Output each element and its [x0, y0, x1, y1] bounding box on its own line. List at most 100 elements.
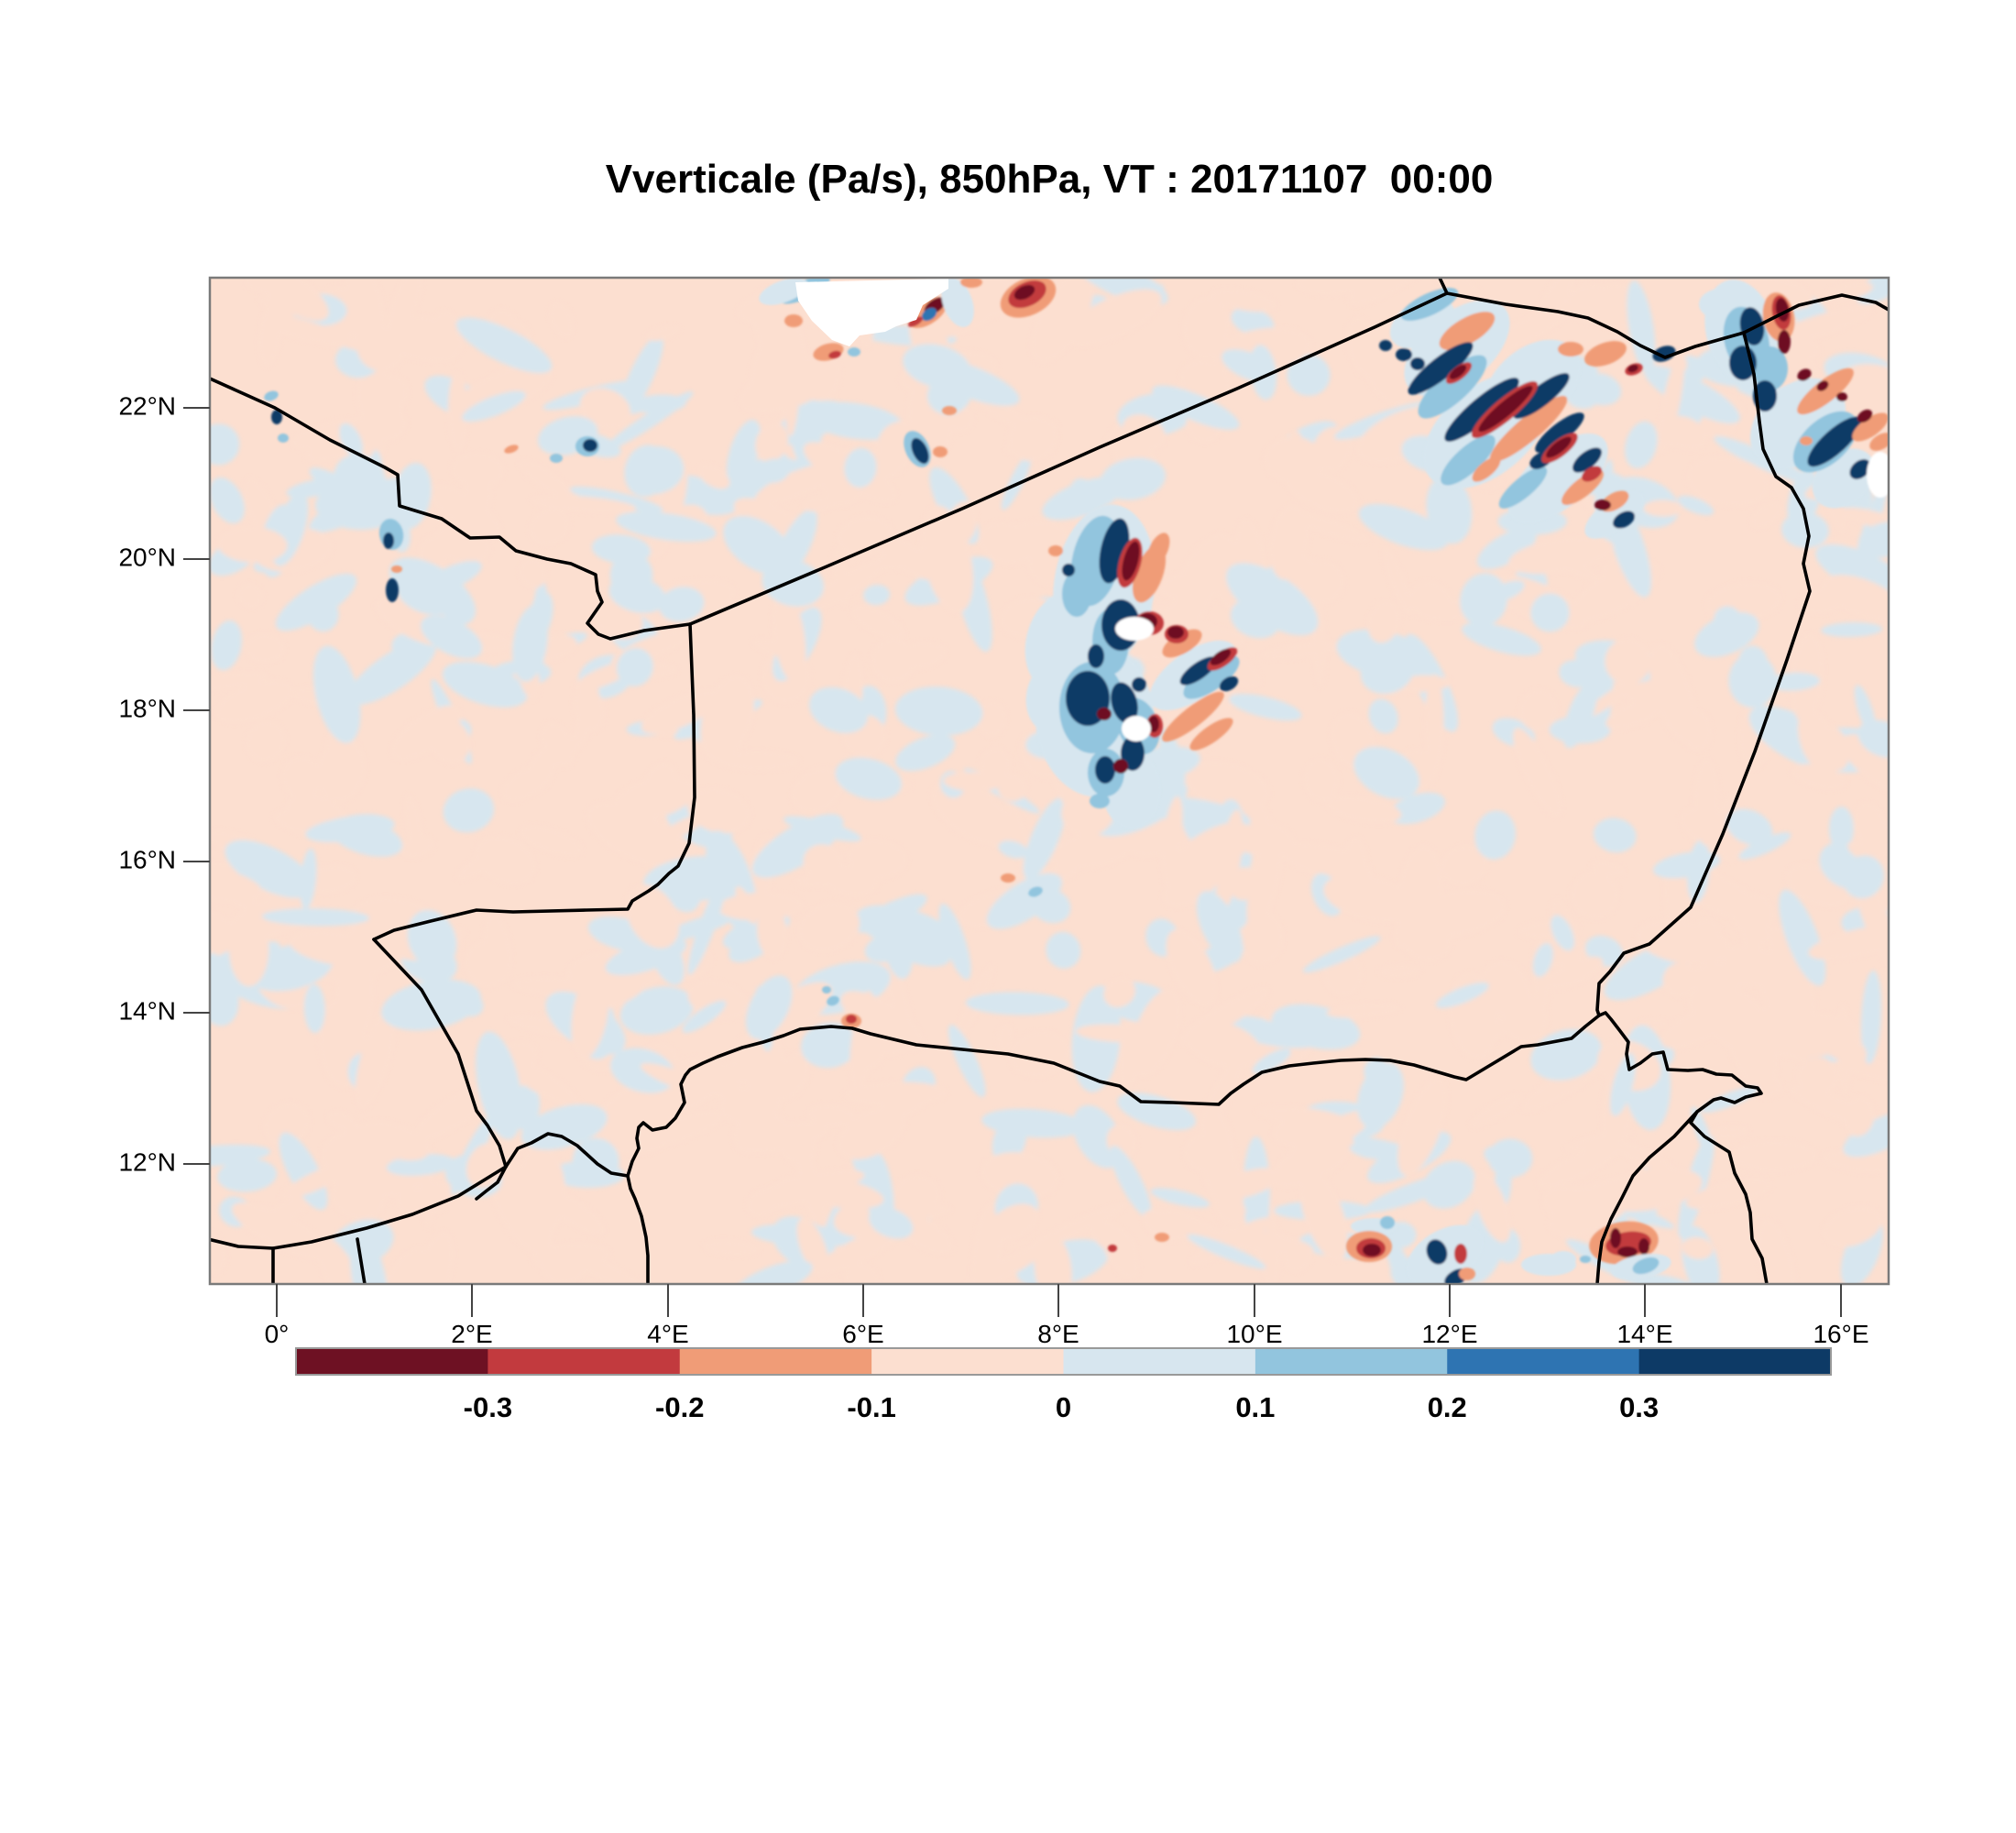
- mottle-blob: [1161, 796, 1183, 879]
- mottle-blob: [530, 495, 636, 513]
- mottle-blob: [619, 986, 694, 1035]
- mottle-blob: [1860, 970, 1882, 1064]
- mottle-blob: [1625, 421, 1658, 469]
- feature-deep: [1219, 675, 1239, 692]
- mottle-blob: [641, 1063, 717, 1097]
- mottle-blob: [1842, 855, 1884, 899]
- mottle-blob: [1049, 830, 1136, 870]
- feature-salmon: [942, 406, 957, 415]
- lat-tick-label: 14°N: [118, 996, 176, 1025]
- mottle-blob: [1605, 638, 1651, 685]
- mottle-blob: [359, 1120, 430, 1161]
- mottle-blob: [465, 940, 509, 988]
- mottle-blob: [1797, 708, 1837, 774]
- mottle-blob: [455, 840, 519, 881]
- colorbar-tick-label: 0.3: [1619, 1391, 1659, 1423]
- mottle-blob: [236, 583, 264, 609]
- mottle-blob: [1226, 563, 1319, 636]
- mottle-blob: [1426, 475, 1473, 544]
- mottle-blob: [1200, 1056, 1244, 1133]
- mottle-blob: [1857, 521, 1889, 558]
- colorbar: -0.3 -0.2 -0.1 0 0.1 0.2 0.3: [295, 1347, 1832, 1423]
- mottle-blob: [732, 1118, 780, 1153]
- mottle-blob: [512, 605, 548, 682]
- mottle-blob: [1187, 1234, 1266, 1269]
- feature-deep: [1095, 756, 1115, 784]
- feature-salmon: [1459, 1268, 1475, 1280]
- feature-salmon: [1852, 412, 1889, 442]
- country-border-line: [210, 377, 692, 641]
- mottle-blob: [641, 689, 720, 734]
- mottle-blob: [1477, 528, 1537, 569]
- feature-deep: [583, 439, 597, 452]
- figure-title: Vverticale (Pa/s), 850hPa, VT : 20171107…: [606, 157, 1494, 202]
- mottle-blob: [608, 576, 666, 614]
- feature-deep: [1111, 682, 1138, 724]
- mottle-blob: [312, 645, 361, 743]
- mottle-blob: [702, 1239, 760, 1257]
- feature-mblue: [1380, 1216, 1395, 1229]
- feature-maroon: [1778, 330, 1791, 354]
- mottle-blob: [217, 526, 288, 564]
- colorbar-segment: [871, 1348, 1064, 1375]
- country-border-line: [372, 622, 696, 941]
- mottle-blob: [413, 1231, 455, 1284]
- mottle-blob: [1285, 469, 1359, 513]
- mottle-blob: [791, 767, 843, 813]
- mottle-blob: [1757, 1218, 1796, 1284]
- mottle-blob: [1658, 353, 1684, 454]
- mottle-blob: [1326, 1003, 1401, 1018]
- mottle-blob: [591, 534, 652, 565]
- mottle-blob: [1839, 507, 1889, 531]
- missing-data-patches: [795, 279, 948, 346]
- feature-salmon: [933, 446, 948, 457]
- mottle-blob: [1360, 647, 1415, 695]
- feature-maroon: [1113, 759, 1128, 774]
- mottle-blob: [1163, 822, 1253, 890]
- mottle-blob: [421, 615, 483, 659]
- feature-deep: [1572, 447, 1602, 473]
- mottle-blob: [1843, 1096, 1875, 1136]
- mottle-blob: [625, 884, 680, 949]
- mottle-blob: [574, 676, 599, 747]
- mottle-blob: [965, 992, 1069, 1015]
- feature-deep: [1396, 348, 1412, 361]
- mottle-blob: [1738, 832, 1791, 860]
- mottle-blob: [1566, 283, 1621, 325]
- mottle-blob: [980, 747, 1012, 781]
- mottle-blob: [355, 1008, 396, 1110]
- colorbar-segment: [1063, 1348, 1256, 1375]
- feature-salmon: [504, 445, 519, 454]
- colorbar-tick-label: -0.1: [847, 1391, 895, 1423]
- mottle-blob: [948, 1025, 986, 1098]
- mottle-blob: [1591, 860, 1625, 877]
- mottle-blob: [464, 455, 492, 521]
- feature-deep: [1132, 677, 1146, 692]
- map-frame: [208, 276, 1890, 1286]
- mottle-blob: [518, 1144, 566, 1235]
- mottle-blob: [1731, 893, 1775, 936]
- feature-maroon: [1857, 409, 1873, 423]
- mottle-blob: [1302, 936, 1381, 973]
- mottle-blob: [520, 825, 584, 857]
- mottle-blob: [1857, 719, 1889, 758]
- feature-salmon: [1869, 433, 1889, 451]
- lon-tick-label: 12°E: [1421, 1320, 1477, 1348]
- mottle-blob: [1726, 808, 1773, 846]
- country-border-line: [626, 1174, 650, 1284]
- mottle-blob: [1460, 573, 1508, 627]
- mottle-blob: [1151, 606, 1221, 641]
- country-border-line: [210, 1165, 508, 1250]
- colorbar-tick-label: 0.1: [1235, 1391, 1275, 1423]
- feature-deep: [1444, 378, 1519, 442]
- feature-salmon: [1189, 718, 1233, 751]
- feature-maroon: [1478, 385, 1533, 433]
- mottle-blob: [214, 679, 293, 724]
- feature-salmon: [1439, 312, 1496, 350]
- mottle-blob: [1822, 1205, 1882, 1247]
- mottle-blob: [1564, 1130, 1633, 1152]
- mottle-blob: [772, 590, 806, 684]
- mottle-blob: [919, 357, 1020, 406]
- mottle-blob: [1653, 851, 1721, 879]
- feature-deep: [911, 437, 929, 465]
